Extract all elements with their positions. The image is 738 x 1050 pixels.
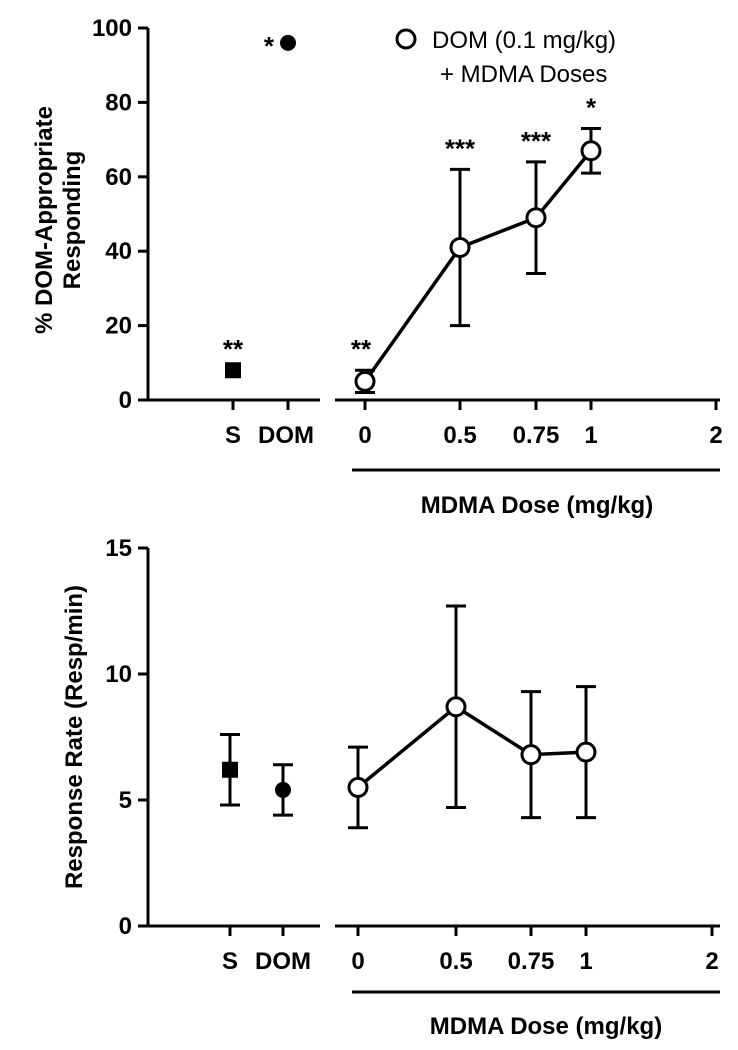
bottom-control-label-dom: DOM [255, 948, 311, 975]
bottom-dose-0_75-marker [520, 744, 542, 766]
top-dose-0_75-significance: *** [521, 126, 552, 156]
top-series-line [363, 149, 593, 383]
top-dose-tick-label: 1 [584, 422, 597, 449]
top-dose-0-marker [354, 370, 376, 392]
top-dose-0-significance: ** [351, 334, 372, 364]
bottom-dose-tick-label: 2 [705, 948, 718, 975]
top-control-label-dom: DOM [258, 422, 314, 449]
bottom-y-tick-label: 5 [119, 787, 132, 814]
top-y-axis-title-line2: Responding [59, 151, 86, 290]
bottom-dose-0-marker [347, 776, 369, 798]
top-dose-tick-label: 2 [709, 422, 722, 449]
top-dose-0_5-marker [449, 236, 471, 258]
legend-line-2: + MDMA Doses [440, 61, 607, 88]
bottom-control-s-marker [222, 761, 238, 778]
bottom-panel: Response Rate (Resp/min) MDMA Dose (mg/k… [61, 535, 720, 1040]
top-dose-0_75-marker [525, 207, 547, 229]
top-x-axis-title: MDMA Dose (mg/kg) [421, 492, 653, 519]
top-dose-0_5-significance: *** [445, 133, 476, 163]
bottom-dose-tick-label: 1 [579, 948, 592, 975]
top-control-s-significance: ** [223, 334, 244, 364]
top-y-tick-label: 20 [105, 313, 132, 340]
legend-line-1: DOM (0.1 mg/kg) [432, 27, 616, 54]
top-control-s-marker [225, 362, 241, 379]
top-dose-1-significance: * [586, 92, 597, 122]
bottom-y-tick-label: 0 [119, 913, 132, 940]
top-control-label-s: S [225, 422, 241, 449]
bottom-x-axis-title: MDMA Dose (mg/kg) [430, 1013, 662, 1040]
bottom-dose-tick-label: 0.5 [439, 948, 472, 975]
top-dose-tick-label: 0.75 [513, 422, 560, 449]
top-y-axis-title-line1: % DOM-Appropriate [31, 106, 58, 334]
bottom-dose-1-marker [575, 741, 597, 763]
top-control-dom-marker [280, 34, 296, 51]
top-dose-tick-label: 0 [358, 422, 371, 449]
bottom-control-label-s: S [222, 948, 238, 975]
bottom-series-line [356, 704, 587, 789]
legend-open-circle-icon [395, 28, 417, 50]
bottom-y-tick-label: 15 [105, 535, 132, 562]
top-dose-1-marker [580, 140, 602, 162]
top-y-tick-label: 0 [119, 387, 132, 414]
top-dose-tick-label: 0.5 [443, 422, 476, 449]
bottom-dose-tick-label: 0.75 [508, 948, 555, 975]
bottom-y-axis-title: Response Rate (Resp/min) [61, 585, 88, 889]
bottom-y-tick-label: 10 [105, 661, 132, 688]
bottom-control-dom-marker [275, 781, 291, 798]
bottom-dose-tick-label: 0 [351, 948, 364, 975]
top-y-tick-label: 80 [105, 89, 132, 116]
top-y-tick-label: 40 [105, 238, 132, 265]
top-y-tick-label: 100 [92, 15, 132, 42]
bottom-dose-0_5-marker [445, 696, 467, 718]
top-y-tick-label: 60 [105, 164, 132, 191]
top-panel: % DOM-Appropriate Responding MDMA Dose (… [31, 15, 723, 519]
top-control-dom-significance: * [264, 31, 275, 61]
